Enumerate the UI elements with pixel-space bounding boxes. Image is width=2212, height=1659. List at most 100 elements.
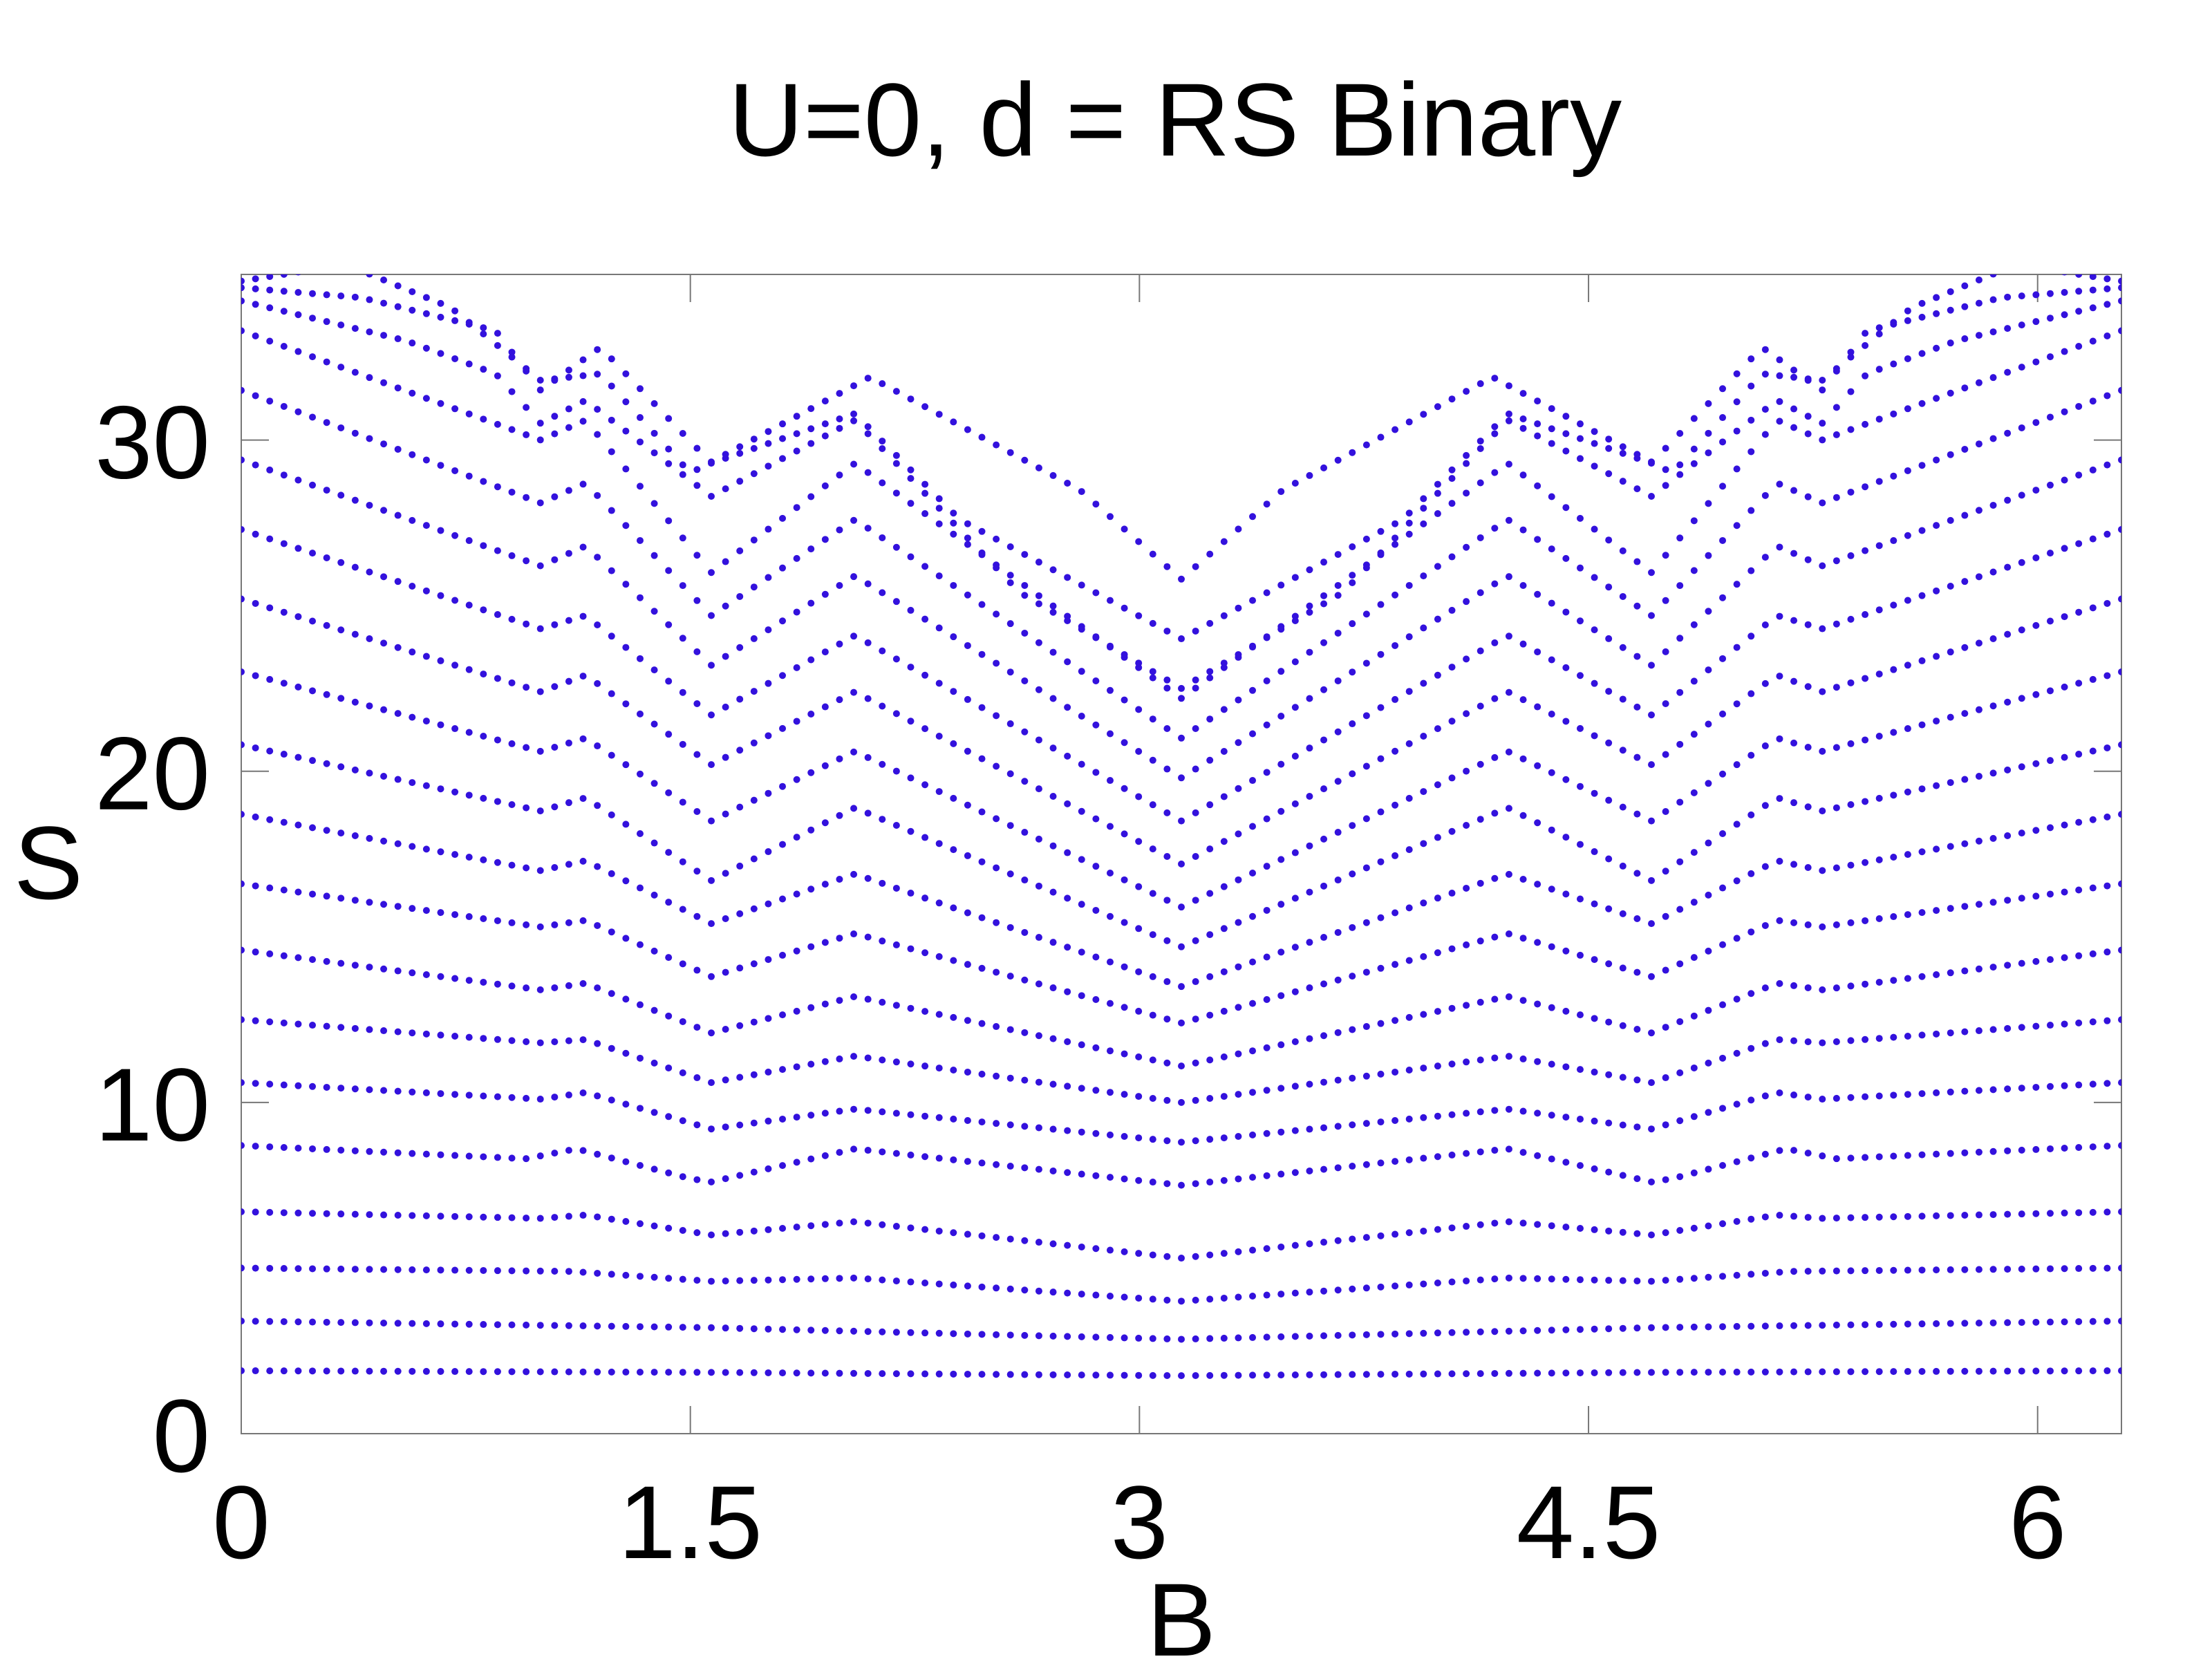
data-point [1676,1069,1684,1076]
data-point [2118,668,2121,675]
data-point [1021,1331,1029,1339]
data-point [622,935,630,942]
data-point [935,520,943,527]
data-point [1933,971,1940,979]
data-point [1263,863,1271,870]
data-point [1334,581,1342,589]
data-point [1064,988,1071,995]
data-point [1121,963,1128,971]
data-point [907,500,915,507]
data-point [266,286,274,294]
data-point [964,1116,971,1124]
data-point [1705,891,1712,899]
data-point [2032,1145,2040,1153]
data-point [1790,1037,1798,1044]
data-point [1676,1324,1684,1331]
data-point [536,923,544,930]
data-point [551,984,559,991]
data-point [1804,556,1812,563]
data-point [1021,456,1029,464]
data-point [551,921,559,928]
data-point [1491,995,1499,1003]
data-point [1690,517,1698,525]
data-point [850,1105,858,1113]
data-point [1121,1293,1128,1301]
data-point [708,662,715,669]
data-point [921,834,929,841]
data-point [950,509,957,517]
data-point [1633,451,1641,458]
data-point [579,397,587,405]
data-point [1862,1154,1869,1161]
data-point [1362,762,1370,770]
data-point [422,1030,430,1038]
data-point [451,1320,459,1328]
data-point [1918,299,1926,307]
data-point [451,307,459,315]
data-point [807,493,815,500]
data-point [1035,934,1042,941]
data-point [1391,909,1399,917]
data-point [622,370,630,377]
data-point [1349,449,1356,456]
data-point [1249,1246,1257,1254]
data-point [1405,846,1413,854]
data-point [1306,1371,1313,1378]
data-point [892,1277,900,1285]
data-point [636,385,644,393]
data-point [1591,1068,1598,1076]
data-point [594,1322,601,1330]
data-point [1733,1217,1741,1225]
data-point [508,1368,516,1376]
data-point [366,834,373,842]
data-point [1776,397,1783,405]
data-point [679,960,686,968]
data-point [1975,1319,1983,1327]
data-point [693,1324,701,1331]
data-point [1163,765,1171,773]
data-point [679,1227,686,1235]
data-point [921,781,929,789]
data-point [1049,695,1057,702]
data-point [1092,863,1100,870]
data-point [309,1265,317,1273]
data-point [266,1367,274,1375]
data-point [750,739,758,747]
data-point [2061,954,2068,962]
data-point [1705,720,1712,728]
data-point [309,353,317,361]
data-point [2089,274,2097,281]
data-point [309,1022,317,1029]
data-point [565,739,572,747]
data-point [1847,388,1855,395]
data-point [1548,1155,1555,1163]
data-point [1420,1329,1427,1337]
data-point [2004,1085,2012,1093]
data-point [935,1227,943,1235]
data-point [1178,1335,1185,1343]
data-point [978,1070,986,1078]
data-point [1006,668,1014,676]
data-point [1491,430,1499,438]
data-point [2018,321,2025,329]
x-tick-label: 0 [212,1464,270,1580]
data-point [1106,912,1114,920]
data-point [935,1154,943,1162]
data-point [294,311,302,319]
data-point [1092,721,1100,729]
data-point [2032,827,2040,834]
data-point [1035,785,1042,793]
data-point [821,1327,829,1334]
data-point [437,313,444,321]
data-point [650,1273,658,1281]
data-point [636,1162,644,1170]
x-tick-label: 3 [1111,1464,1168,1580]
data-point [2118,880,2121,888]
data-point [1833,864,1840,872]
data-point [1391,801,1399,809]
data-point [437,400,444,407]
data-point [2103,948,2111,956]
data-point [807,943,815,950]
data-point [1961,1211,1969,1219]
data-point [665,445,673,453]
